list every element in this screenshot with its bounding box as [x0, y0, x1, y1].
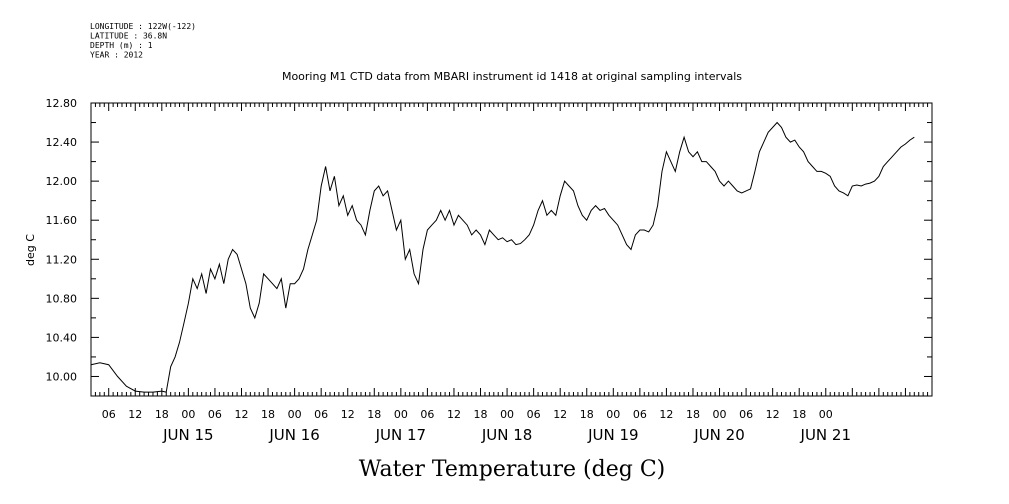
x-hour-label: 00 — [394, 408, 408, 421]
x-hour-label: 00 — [819, 408, 833, 421]
y-axis-label: deg C — [24, 234, 37, 266]
x-hour-label: 00 — [713, 408, 727, 421]
x-hour-label: 06 — [527, 408, 541, 421]
x-day-label: JUN 19 — [587, 426, 638, 444]
x-day-label: JUN 16 — [268, 426, 319, 444]
x-hour-label: 18 — [367, 408, 381, 421]
y-tick-label: 12.00 — [46, 175, 78, 188]
metadata-block: LONGITUDE : 122W(-122)LATITUDE : 36.8NDE… — [90, 22, 196, 60]
x-hour-label: 18 — [792, 408, 806, 421]
x-hour-label: 00 — [500, 408, 514, 421]
x-hour-label: 12 — [234, 408, 248, 421]
x-hour-label: 00 — [606, 408, 620, 421]
plot-frame — [90, 102, 933, 397]
chart-title: Mooring M1 CTD data from MBARI instrumen… — [282, 70, 742, 83]
x-hour-label: 12 — [766, 408, 780, 421]
x-hour-label: 18 — [686, 408, 700, 421]
y-tick-label: 11.60 — [46, 214, 78, 227]
x-hour-label: 06 — [102, 408, 116, 421]
y-tick-label: 10.80 — [46, 292, 78, 305]
x-hour-label: 06 — [314, 408, 328, 421]
x-hour-label: 18 — [155, 408, 169, 421]
metadata-line: YEAR : 2012 — [90, 51, 143, 60]
y-tick-label: 11.20 — [46, 253, 78, 266]
x-day-label: JUN 21 — [800, 426, 851, 444]
y-tick-label: 12.40 — [46, 136, 78, 149]
x-hour-label: 12 — [128, 408, 142, 421]
y-tick-label: 10.40 — [46, 331, 78, 344]
x-hour-label: 12 — [341, 408, 355, 421]
x-hour-label: 12 — [553, 408, 567, 421]
x-axis-label: Water Temperature (deg C) — [359, 457, 666, 482]
metadata-line: LATITUDE : 36.8N — [90, 32, 167, 41]
x-hour-label: 00 — [288, 408, 302, 421]
x-axis: 06 12 18 00 06 12 18 00 06 12 18 00 06 12 18 00 06 12 18 00… — [90, 103, 933, 444]
metadata-line: DEPTH (m) : 1 — [90, 41, 153, 50]
x-hour-label: 06 — [420, 408, 434, 421]
temperature-series-line — [90, 121, 915, 393]
x-hour-label: 06 — [739, 408, 753, 421]
x-day-label: JUN 17 — [375, 426, 426, 444]
x-hour-label: 18 — [261, 408, 275, 421]
x-day-label: JUN 18 — [481, 426, 532, 444]
x-hour-label: 12 — [659, 408, 673, 421]
x-hour-label: 18 — [474, 408, 488, 421]
y-tick-label: 12.80 — [46, 97, 78, 110]
x-day-label: JUN 15 — [162, 426, 213, 444]
x-hour-label: 06 — [633, 408, 647, 421]
x-hour-label: 12 — [447, 408, 461, 421]
x-day-label: JUN 20 — [693, 426, 744, 444]
y-axis: 10.00 10.40 10.80 11.20 11.60 12.00 12.40 12.80 — [46, 97, 932, 397]
y-tick-label: 10.00 — [46, 370, 78, 383]
x-hour-label: 18 — [580, 408, 594, 421]
x-hour-label: 00 — [181, 408, 195, 421]
x-hour-label: 06 — [208, 408, 222, 421]
metadata-line: LONGITUDE : 122W(-122) — [90, 22, 196, 31]
